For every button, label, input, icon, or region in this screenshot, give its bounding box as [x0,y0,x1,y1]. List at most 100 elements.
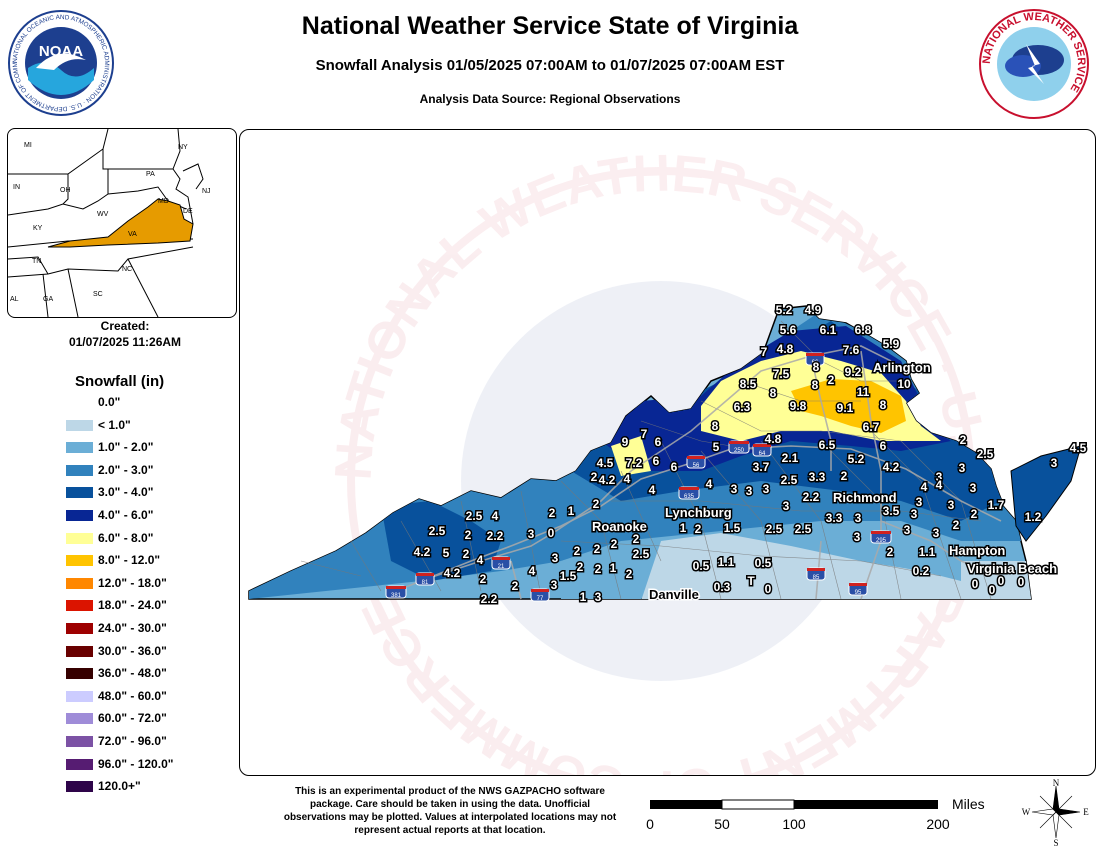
interstate-shield-64: 64 [752,443,772,457]
legend-label: 72.0" - 96.0" [98,733,167,748]
snowfall-observation: 0 [972,577,979,591]
snowfall-observation: 4 [649,483,656,497]
snowfall-observation: 4 [921,480,928,494]
snowfall-observation: 1 [568,504,575,518]
snowfall-observation: 8 [770,386,777,400]
snowfall-observation: 3 [916,495,923,509]
snowfall-observation: 4 [529,564,536,578]
legend-label: 120.0+" [98,779,141,794]
svg-text:SC: SC [93,291,103,298]
snowfall-observation: 7 [641,427,648,441]
snowfall-observation: 2 [887,545,894,559]
snowfall-observation: 2 [591,470,598,484]
city-danville: Danville [649,587,699,602]
snowfall-observation: 8.5 [740,377,757,391]
interstate-shield-81: 81 [415,572,435,586]
snowfall-observation: 4 [477,553,484,567]
snowfall-observation: 2 [594,542,601,556]
snowfall-observation: 7.2 [626,456,643,470]
snowfall-observation: 2.5 [633,547,650,561]
snowfall-observation: 2 [960,433,967,447]
svg-text:S: S [1053,838,1058,846]
snowfall-observation: 4.8 [765,432,782,446]
snowfall-observation: 3 [1051,456,1058,470]
snowfall-observation: 2.5 [429,524,446,538]
snowfall-observation: 5 [443,546,450,560]
legend-swatch [66,668,93,680]
observation-values: 5.2 4.95.6 6.1 6.85.97 4.8 7.67.5 8 9.28.588 211… [412,302,1088,608]
snowfall-observation: 3.5 [883,504,900,518]
interstate-shield-295: 295 [870,530,892,544]
legend-label: 96.0" - 120.0" [98,756,174,771]
analysis-period: Snowfall Analysis 01/05/2025 07:00AM to … [315,57,785,74]
snowfall-observation: 7.6 [843,343,860,357]
legend-label: 0.0" [98,395,121,409]
scale-tick: 200 [926,816,950,832]
legend-label: 48.0" - 60.0" [98,688,167,703]
interstate-shields: 66 81 64 250 56 635 95 295 85 21 77 381 [385,352,892,602]
noaa-logo: NATIONAL OCEANIC AND ATMOSPHERIC ADMINIS… [6,8,114,116]
snowfall-observation: 4.5 [1070,441,1087,455]
snowfall-observation: 4 [936,478,943,492]
snowfall-observation: 1.5 [560,569,577,583]
legend-label: 60.0" - 72.0" [98,711,167,726]
svg-text:NY: NY [178,144,188,151]
snowfall-observation: 2.5 [466,509,483,523]
snowfall-observation: 2 [549,506,556,520]
legend-swatch [66,397,93,408]
snowfall-observation: 1.2 [1025,510,1042,524]
svg-text:TN: TN [32,258,41,265]
city-roanoke: Roanoke [592,519,647,534]
snowfall-observation: 2 [480,572,487,586]
snowfall-observation: 4.8 [777,342,794,356]
snowfall-observation: 3 [595,590,602,604]
svg-text:GA: GA [43,296,53,303]
snowfall-observation: 2 [577,560,584,574]
snowfall-observation: 1.1 [718,555,735,569]
city-richmond: Richmond [833,490,897,505]
legend-label: 36.0" - 48.0" [98,666,167,681]
locator-inset-map: MI NY PA IN OH NJ MD DE KY WV VA TN NC A… [7,128,237,318]
snowfall-observation: 1 [680,521,687,535]
legend-label: 30.0" - 36.0" [98,643,167,658]
snowfall-observation: 3 [959,461,966,475]
scale-tick: 100 [782,816,806,832]
snowfall-observation: 0.5 [693,559,710,573]
legend-swatch [66,713,93,725]
legend-swatch [66,781,93,793]
distance-scale-bar: Miles 0 50 100 200 [646,796,985,832]
svg-text:21: 21 [498,564,505,570]
snowfall-observation: 1.1 [919,545,936,559]
virginia-highlight [47,198,194,248]
legend-label: 8.0" - 12.0" [98,553,161,568]
snowfall-observation: 8 [812,378,819,392]
legend-label: 4.0" - 6.0" [98,507,154,522]
snowfall-observation: 6 [655,435,662,449]
svg-text:64: 64 [759,451,766,457]
snowfall-observation: 2 [595,562,602,576]
snowfall-observation: 2 [953,518,960,532]
legend-label: < 1.0" [98,417,131,432]
snowfall-observation: 4 [624,472,631,486]
snowfall-observation: 4 [706,477,713,491]
snowfall-observation: 1.5 [724,521,741,535]
page-title: National Weather Service State of Virgin… [301,12,799,40]
svg-text:KY: KY [33,225,43,232]
city-labels: Arlington Richmond Roanoke Lynchburg Ham… [591,359,1059,604]
created-value: 01/07/2025 11:26AM [68,335,182,349]
svg-text:381: 381 [391,593,402,599]
legend-swatch [66,532,93,544]
snowfall-observation: 1.7 [988,498,1005,512]
snowfall-observation: 5 [713,440,720,454]
snowfall-observation: 9 [622,435,629,449]
snowfall-observation: 6.1 [820,323,837,337]
disclaimer-text: This is an experimental product of the N… [283,786,617,836]
interstate-shield-85: 85 [806,567,826,581]
interstate-shield-21: 21 [491,556,511,570]
snowfall-observation: 2.2 [487,529,504,543]
snowfall-observation: 0 [1018,575,1025,589]
svg-text:295: 295 [876,538,887,544]
snowfall-observation: 5.9 [883,337,900,351]
snowfall-observation: 2 [574,544,581,558]
legend-label: 12.0" - 18.0" [98,575,167,590]
